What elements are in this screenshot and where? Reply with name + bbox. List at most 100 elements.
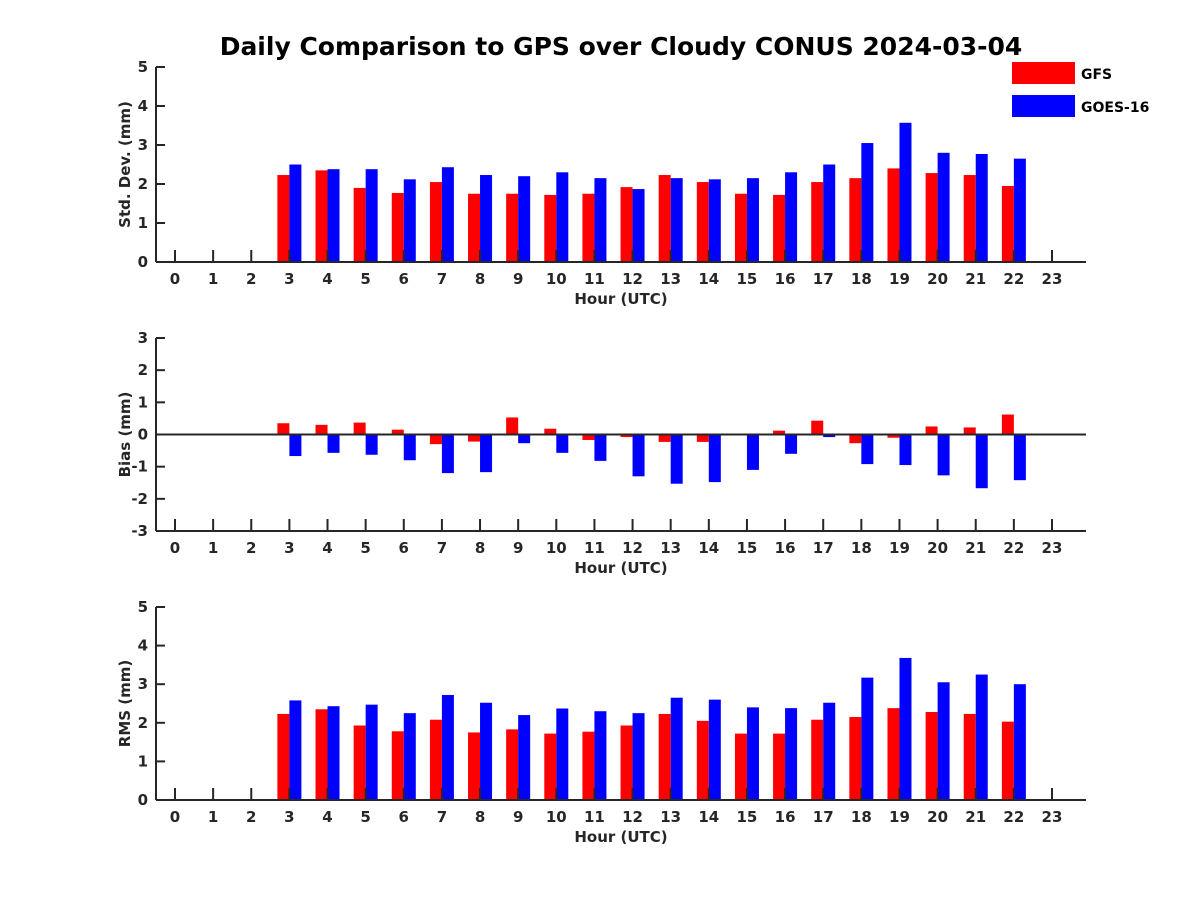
x-tick-label: 19 (889, 539, 910, 557)
bar-gfs-hour-4 (315, 709, 328, 800)
bar-goes16-hour-9 (518, 176, 531, 262)
bar-goes16-hour-14 (708, 699, 721, 800)
x-tick-label: 15 (737, 270, 758, 288)
bar-gfs-hour-4 (315, 170, 328, 262)
bar-goes16-hour-4 (327, 169, 340, 262)
bar-gfs-hour-15 (734, 733, 747, 800)
x-tick-label: 12 (622, 808, 643, 826)
bar-goes16-hour-5 (365, 169, 378, 262)
x-tick-label: 0 (170, 808, 180, 826)
bar-goes16-hour-20 (937, 682, 950, 800)
bar-gfs-hour-12 (620, 187, 633, 262)
bar-goes16-hour-9 (518, 715, 531, 800)
x-tick-label: 13 (660, 270, 681, 288)
bar-gfs-hour-5 (353, 422, 366, 435)
x-tick-label: 9 (513, 270, 523, 288)
bar-goes16-hour-15 (746, 707, 759, 800)
x-tick-label: 6 (399, 270, 409, 288)
x-tick-label: 16 (775, 539, 796, 557)
bar-goes16-hour-12 (632, 434, 645, 477)
x-tick-label: 11 (584, 539, 605, 557)
x-axis-label: Hour (UTC) (574, 828, 667, 846)
legend-label-goes16: GOES-16 (1081, 100, 1149, 116)
y-tick-label: 2 (138, 361, 148, 379)
x-tick-label: 15 (737, 539, 758, 557)
bar-goes16-hour-18 (861, 677, 874, 800)
bar-gfs-hour-19 (887, 708, 900, 800)
x-tick-label: 7 (437, 539, 447, 557)
y-tick-label: 3 (138, 136, 148, 154)
bar-goes16-hour-14 (708, 434, 721, 483)
x-tick-label: 22 (1003, 539, 1024, 557)
y-tick-label: 2 (138, 175, 148, 193)
x-tick-label: 6 (399, 808, 409, 826)
y-axis-label: Std. Dev. (mm) (116, 101, 134, 228)
x-tick-label: 14 (698, 539, 719, 557)
bar-goes16-hour-15 (746, 178, 759, 262)
bar-gfs-hour-3 (277, 423, 290, 435)
bar-gfs-hour-11 (582, 731, 595, 800)
bar-goes16-hour-5 (365, 434, 378, 455)
bar-goes16-hour-8 (480, 434, 493, 473)
x-tick-label: 14 (698, 808, 719, 826)
bar-gfs-hour-13 (658, 713, 671, 800)
legend: GFS GOES-16 (1012, 62, 1149, 117)
y-axis-label: Bias (mm) (116, 392, 134, 478)
bar-gfs-hour-7 (429, 434, 442, 445)
bar-goes16-hour-6 (403, 713, 416, 800)
bar-gfs-hour-20 (925, 173, 938, 262)
bar-gfs-hour-8 (468, 732, 481, 800)
x-tick-label: 4 (322, 539, 332, 557)
bar-gfs-hour-5 (353, 725, 366, 800)
bar-gfs-hour-9 (506, 417, 519, 435)
bar-goes16-hour-21 (975, 434, 988, 489)
bar-gfs-hour-11 (582, 434, 595, 440)
x-tick-label: 8 (475, 808, 485, 826)
bar-gfs-hour-15 (734, 193, 747, 262)
bar-goes16-hour-19 (899, 657, 912, 800)
legend-swatch-goes16 (1012, 95, 1075, 117)
bar-goes16-hour-21 (975, 674, 988, 800)
bar-gfs-hour-17 (811, 719, 824, 800)
bar-gfs-hour-22 (1001, 721, 1014, 800)
bar-gfs-hour-8 (468, 434, 481, 442)
y-tick-label: 5 (138, 58, 148, 76)
x-tick-label: 2 (246, 270, 256, 288)
bar-goes16-hour-11 (594, 711, 607, 800)
x-tick-label: 19 (889, 808, 910, 826)
bar-gfs-hour-12 (620, 434, 633, 438)
bar-gfs-hour-19 (887, 434, 900, 438)
x-tick-label: 5 (360, 808, 370, 826)
bar-goes16-hour-3 (289, 434, 302, 457)
bar-goes16-hour-22 (1013, 684, 1026, 800)
bar-goes16-hour-19 (899, 122, 912, 263)
x-tick-label: 1 (208, 270, 218, 288)
x-tick-label: 10 (546, 539, 567, 557)
x-tick-label: 20 (927, 808, 948, 826)
bar-gfs-hour-21 (963, 175, 976, 262)
bar-goes16-hour-5 (365, 704, 378, 800)
bar-goes16-hour-17 (823, 434, 836, 438)
bar-goes16-hour-4 (327, 706, 340, 800)
bar-gfs-hour-21 (963, 427, 976, 435)
x-axis-label: Hour (UTC) (574, 290, 667, 308)
y-tick-label: 0 (138, 426, 148, 444)
bar-gfs-hour-17 (811, 420, 824, 435)
bar-goes16-hour-11 (594, 434, 607, 461)
x-tick-label: 20 (927, 270, 948, 288)
bar-gfs-hour-3 (277, 713, 290, 800)
bar-gfs-hour-16 (773, 733, 786, 800)
y-tick-label: -2 (131, 490, 148, 508)
bar-goes16-hour-16 (785, 434, 798, 454)
x-tick-label: 7 (437, 808, 447, 826)
x-tick-label: 19 (889, 270, 910, 288)
x-tick-label: 12 (622, 539, 643, 557)
x-tick-label: 0 (170, 539, 180, 557)
bar-goes16-hour-17 (823, 164, 836, 262)
x-tick-label: 16 (775, 808, 796, 826)
bar-gfs-hour-20 (925, 711, 938, 800)
bar-goes16-hour-15 (746, 434, 759, 470)
bar-gfs-hour-10 (544, 733, 557, 800)
x-tick-label: 13 (660, 808, 681, 826)
